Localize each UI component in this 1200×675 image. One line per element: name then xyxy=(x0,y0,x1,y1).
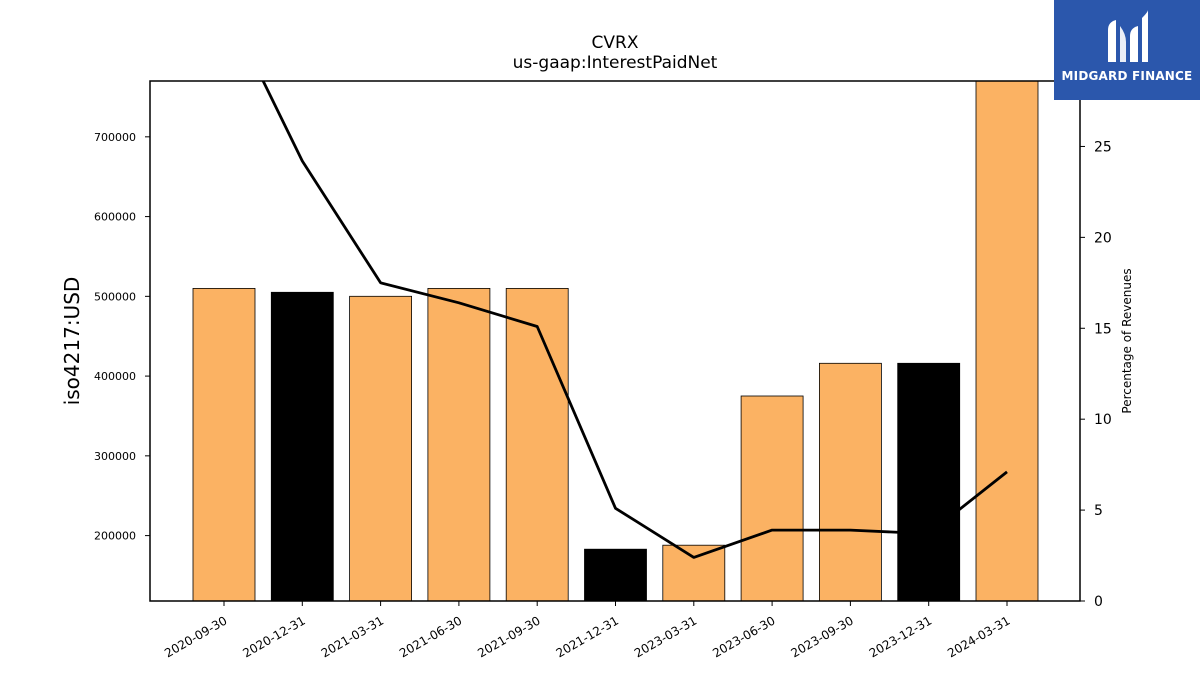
brand-logo: MIDGARD FINANCE xyxy=(1054,0,1200,100)
bar-2023-12-31 xyxy=(897,362,961,602)
x-tick-label: 2023-12-31 xyxy=(867,613,934,660)
y-tick-label-right: 25 xyxy=(1094,139,1112,155)
midgard-logo-icon xyxy=(1108,10,1148,62)
logo-text: MIDGARD FINANCE xyxy=(1061,69,1193,83)
bar-2020-09-30 xyxy=(192,287,256,602)
y-axis-left: 200000 300000 400000 500000 600000 700000 xyxy=(94,131,150,543)
x-tick-label: 2024-03-31 xyxy=(945,613,1012,660)
x-tick-label: 2021-06-30 xyxy=(397,613,464,660)
y-axis-label-right: Percentage of Revenues xyxy=(1120,268,1134,413)
x-tick-label: 2023-03-31 xyxy=(632,613,699,660)
bar-2023-09-30 xyxy=(819,362,882,602)
bar-2023-06-30 xyxy=(740,395,804,602)
bars-layer xyxy=(192,80,1039,602)
x-tick-label: 2020-12-31 xyxy=(240,613,307,660)
line-layer xyxy=(261,81,1008,559)
y-tick-label-right: 20 xyxy=(1094,230,1112,246)
y-tick-label-left: 600000 xyxy=(94,211,136,224)
bar-2024-03-31 xyxy=(975,80,1039,602)
bar-2023-03-31 xyxy=(662,544,726,602)
x-tick-label: 2020-09-30 xyxy=(162,613,229,660)
y-tick-label-left: 300000 xyxy=(94,450,136,463)
x-axis: 2020-09-30 2020-12-31 2021-03-31 2021-06-30… xyxy=(162,601,1013,660)
x-tick-label: 2021-12-31 xyxy=(554,613,621,660)
bar-2021-09-30 xyxy=(505,287,569,602)
bar-2021-06-30 xyxy=(427,287,491,602)
x-tick-label: 2021-03-31 xyxy=(319,613,386,660)
y-tick-label-left: 500000 xyxy=(94,290,136,303)
y-tick-label-right: 5 xyxy=(1094,503,1103,519)
bar-2021-03-31 xyxy=(349,295,413,602)
chart-title: CVRX xyxy=(592,33,639,53)
percentage-line xyxy=(261,81,1008,559)
bar-2021-12-31 xyxy=(584,548,647,602)
y-tick-label-right: 0 xyxy=(1094,594,1103,610)
x-tick-label: 2021-09-30 xyxy=(475,613,542,660)
x-tick-label: 2023-09-30 xyxy=(788,613,855,660)
y-tick-label-left: 200000 xyxy=(94,530,136,543)
x-tick-label: 2023-06-30 xyxy=(710,613,777,660)
y-axis-right: 0 5 10 15 20 25 xyxy=(1080,139,1112,610)
y-tick-label-left: 400000 xyxy=(94,370,136,383)
y-tick-label-left: 700000 xyxy=(94,131,136,144)
chart-subtitle: us-gaap:InterestPaidNet xyxy=(513,53,718,73)
y-tick-label-right: 15 xyxy=(1094,321,1112,337)
y-tick-label-right: 10 xyxy=(1094,412,1112,428)
y-axis-label-left: iso4217:USD xyxy=(60,277,84,406)
bar-2020-12-31 xyxy=(270,291,334,602)
